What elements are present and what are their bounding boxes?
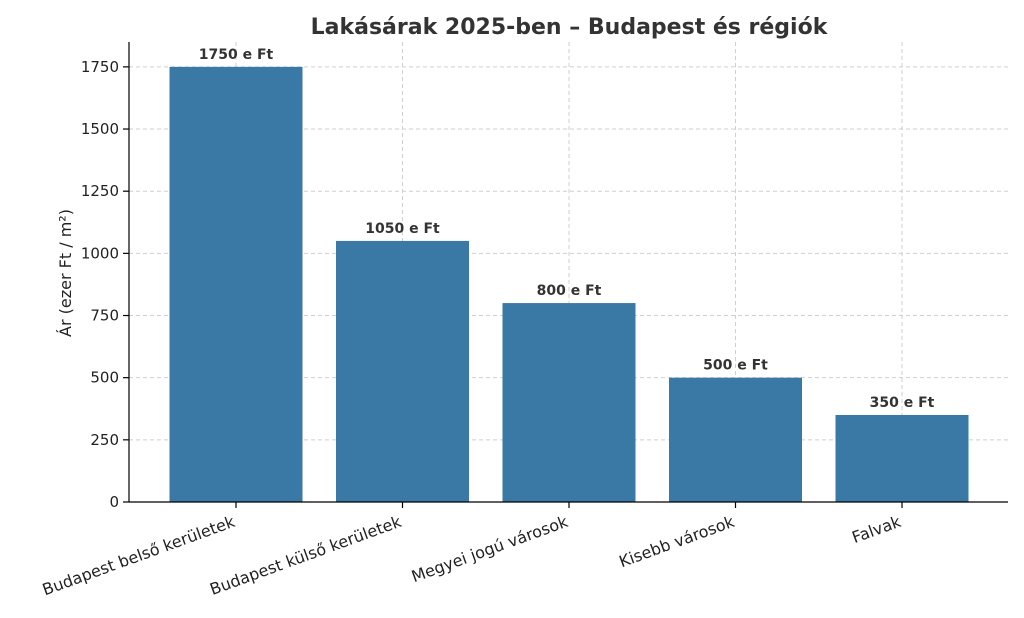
bar <box>502 303 636 502</box>
bar-data-label: 1050 e Ft <box>365 221 440 237</box>
y-tick-label: 0 <box>109 493 119 511</box>
bar <box>669 377 802 502</box>
y-tick-label: 250 <box>90 431 119 449</box>
y-tick-label: 1000 <box>81 244 119 262</box>
y-tick-label: 750 <box>90 307 119 325</box>
bar <box>169 66 303 502</box>
y-tick-label: 500 <box>90 369 119 387</box>
x-tick-label: Kisebb városok <box>616 512 737 572</box>
bars-layer <box>169 66 969 502</box>
chart-title: Lakásárak 2025-ben – Budapest és régiók <box>311 15 829 40</box>
bar-data-label: 500 e Ft <box>703 358 768 374</box>
bar-data-label: 1750 e Ft <box>199 47 274 63</box>
y-axis-label: Ár (ezer Ft / m²) <box>56 209 75 337</box>
y-tick-label: 1750 <box>81 58 119 76</box>
x-tick-label: Falvak <box>849 512 904 547</box>
x-tick-label: Budapest külső kerületek <box>207 512 404 599</box>
x-tick-label: Megyei jogú városok <box>409 512 571 587</box>
bar <box>835 414 969 502</box>
ticks-layer: 0 250 500 750 1000 1250 1500 1750 <box>81 58 903 511</box>
bar-data-label: 800 e Ft <box>537 283 602 299</box>
bar-data-label: 350 e Ft <box>870 395 935 411</box>
y-tick-label: 1500 <box>81 120 119 138</box>
bar <box>336 240 469 502</box>
y-tick-label: 1250 <box>81 182 119 200</box>
